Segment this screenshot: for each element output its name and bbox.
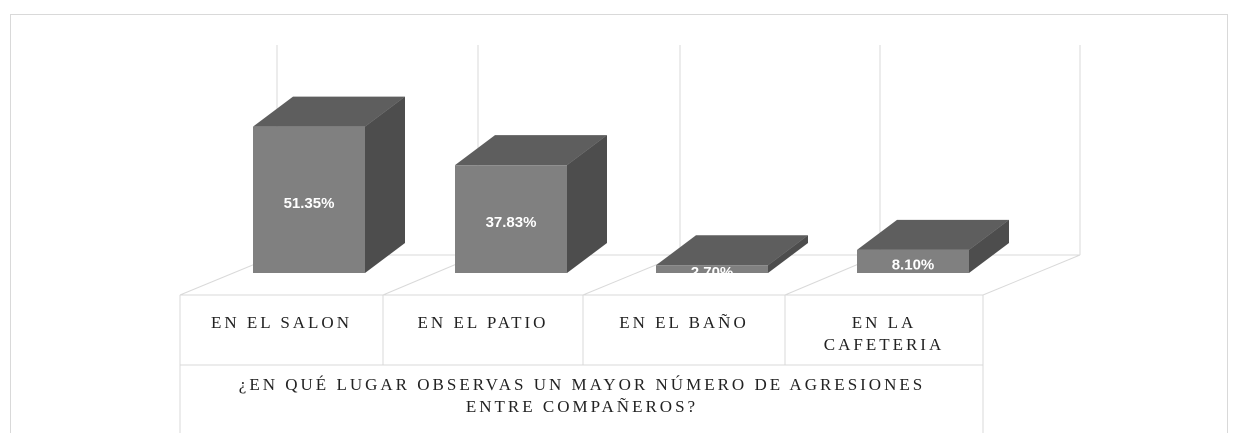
data-label: 37.83% xyxy=(486,214,537,231)
data-label: 8.10% xyxy=(892,256,935,273)
x-tick-label: EN EL PATIO xyxy=(417,313,549,332)
x-axis-title: ¿EN QUÉ LUGAR OBSERVAS UN MAYOR NÚMERO D… xyxy=(238,375,926,416)
bar xyxy=(857,249,969,273)
x-tick-label: EN EL SALON xyxy=(211,313,352,332)
bar-top xyxy=(656,235,808,266)
bar-side xyxy=(768,235,808,273)
data-label: 2.70% xyxy=(691,264,734,281)
bar-top xyxy=(857,219,1009,250)
bar-side xyxy=(365,96,405,273)
data-label: 51.35% xyxy=(284,195,335,212)
bar xyxy=(253,126,365,273)
bar xyxy=(656,265,768,273)
x-tick-label: EN EL BAÑO xyxy=(619,313,749,332)
chart-border xyxy=(10,14,1228,433)
bar-side xyxy=(567,135,607,273)
bar-top xyxy=(455,135,607,166)
bar-side xyxy=(969,219,1009,273)
bar-top xyxy=(253,96,405,127)
bar xyxy=(455,165,567,273)
x-tick-label: EN LA CAFETERIA xyxy=(823,313,945,354)
